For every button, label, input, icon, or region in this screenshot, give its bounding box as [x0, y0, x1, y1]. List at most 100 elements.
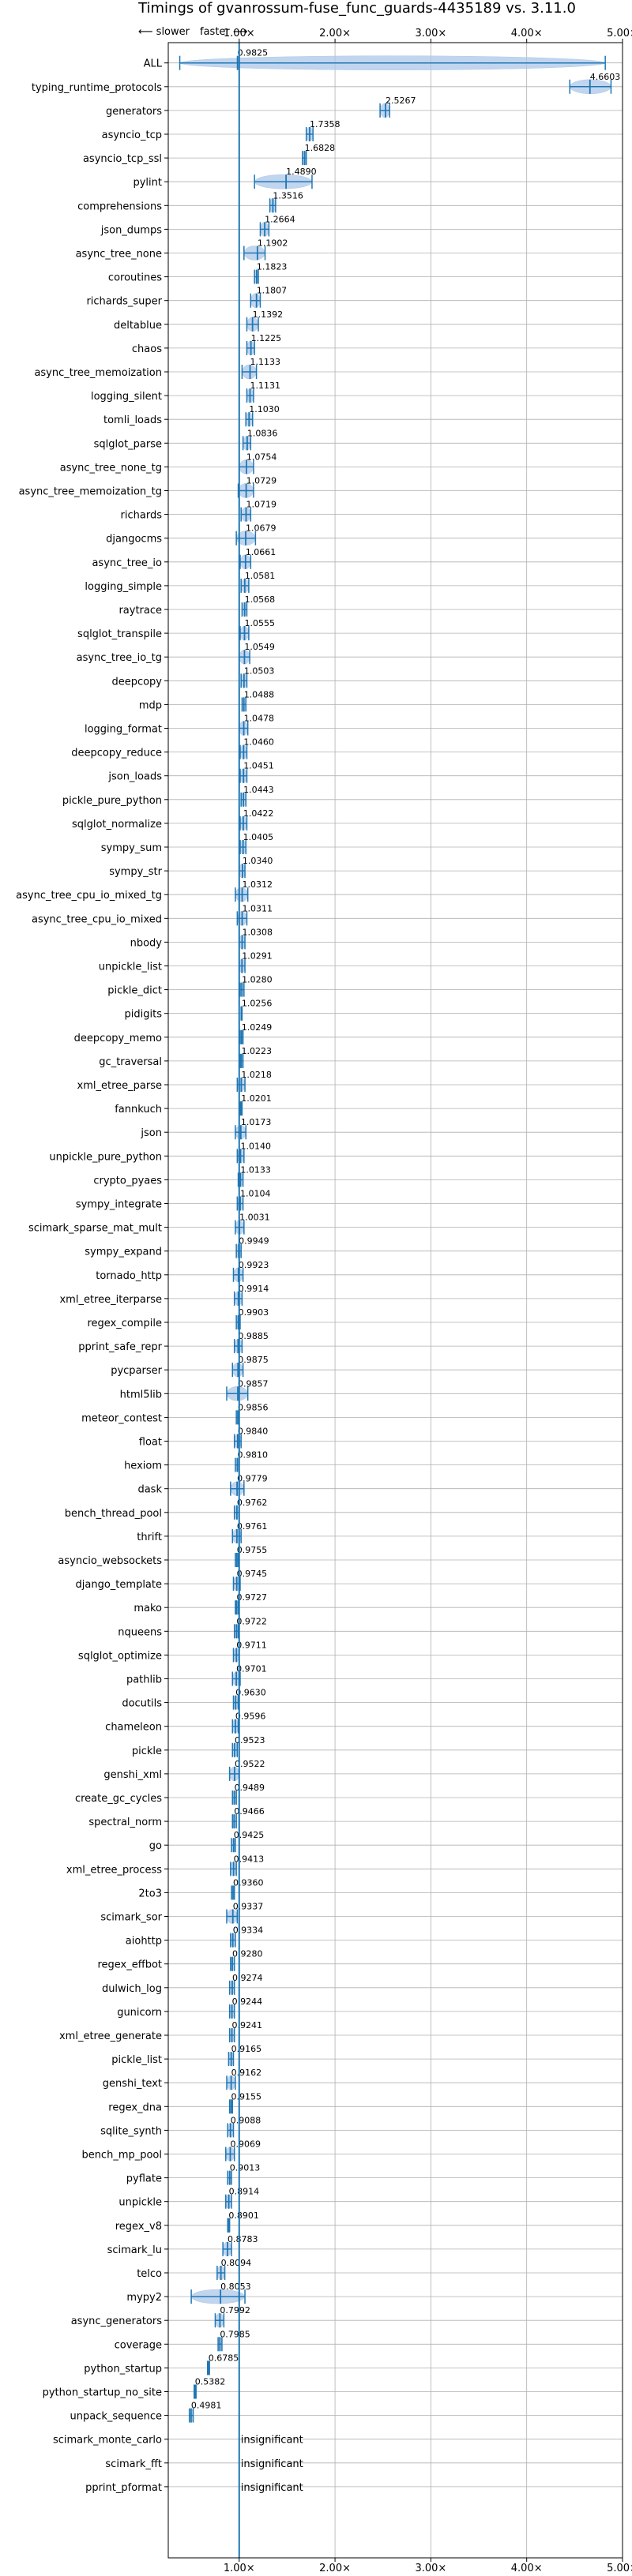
- benchmark-row-marker: 1.1392: [246, 309, 283, 332]
- benchmark-row-marker: 1.0754: [239, 452, 276, 474]
- plot-frame: [167, 42, 623, 2559]
- benchmark-name-label: comprehensions: [77, 201, 162, 212]
- value-label: 0.9810: [237, 1450, 268, 1460]
- value-label: 0.9779: [237, 1474, 268, 1484]
- benchmark-name-label: dask: [137, 1484, 162, 1496]
- benchmark-row-marker: 1.0201: [239, 1093, 272, 1116]
- value-label: 0.9280: [232, 1949, 263, 1959]
- benchmark-name-label: logging_simple: [85, 581, 162, 593]
- value-label: 1.0218: [241, 1070, 272, 1080]
- benchmark-row-marker: 1.0405: [239, 832, 273, 855]
- benchmark-row-marker: 0.8094: [216, 2258, 251, 2281]
- benchmark-name-label: coverage: [115, 2339, 162, 2351]
- benchmark-name-label: async_tree_cpu_io_mixed_tg: [16, 890, 162, 902]
- value-label: 1.7358: [310, 119, 340, 129]
- benchmark-name-label: sqlite_synth: [100, 2125, 162, 2137]
- benchmark-name-label: tomli_loads: [103, 414, 162, 426]
- benchmark-row-marker: 0.9337: [226, 1902, 263, 1924]
- value-label: 0.9155: [231, 2091, 262, 2102]
- benchmark-name-label: pickle_dict: [107, 985, 162, 997]
- value-label: 0.9069: [230, 2139, 261, 2150]
- value-label: 0.9596: [235, 1712, 266, 1722]
- value-label: 1.0729: [246, 476, 277, 486]
- benchmark-name-label: async_tree_io_tg: [77, 652, 162, 664]
- benchmark-row-marker: 1.0249: [239, 1022, 273, 1045]
- benchmark-name-label: chameleon: [105, 1722, 162, 1734]
- benchmark-row-marker: 1.1807: [250, 286, 287, 308]
- chart-title: Timings of gvanrossum-fuse_func_guards-4…: [137, 0, 576, 17]
- benchmark-row-marker: 0.9914: [233, 1284, 269, 1307]
- benchmark-name-label: generators: [106, 106, 162, 118]
- benchmark-row-marker: 0.9875: [231, 1355, 269, 1378]
- benchmark-name-label: pprint_safe_repr: [78, 1341, 162, 1353]
- faster-direction-label: faster ⟶: [200, 26, 248, 38]
- benchmark-name-label: genshi_text: [103, 2078, 162, 2090]
- value-label: 1.1807: [257, 286, 288, 296]
- x-tick-label-bottom: 4.00×: [511, 2563, 543, 2573]
- benchmark-name-label: tornado_http: [96, 1270, 162, 1282]
- benchmark-name-label: raytrace: [118, 605, 162, 617]
- benchmark-row-marker: 1.0836: [242, 428, 277, 451]
- benchmark-row-marker: 1.0488: [241, 689, 274, 712]
- value-label: 1.0460: [243, 737, 274, 748]
- benchmark-name-label: asyncio_websockets: [58, 1555, 162, 1567]
- benchmark-name-label: deltablue: [114, 320, 162, 332]
- benchmark-name-label: unpack_sequence: [70, 2411, 162, 2423]
- benchmark-row-marker: 1.1133: [241, 357, 280, 380]
- value-label: 0.9856: [238, 1402, 269, 1412]
- benchmark-row-marker: 0.9701: [231, 1664, 267, 1686]
- benchmark-row-marker: 0.7985: [217, 2329, 250, 2352]
- benchmark-name-label: unpickle_pure_python: [49, 1151, 162, 1163]
- value-label: 1.0661: [246, 547, 276, 557]
- benchmark-name-label: json_dumps: [100, 224, 162, 236]
- benchmark-name-label: spectral_norm: [88, 1817, 162, 1828]
- benchmark-row-marker: 1.4890: [254, 167, 317, 189]
- value-label: 0.9489: [235, 1783, 265, 1793]
- value-label: 0.9165: [231, 2044, 262, 2054]
- benchmark-row-marker: 1.0719: [240, 500, 276, 522]
- benchmark-name-label: async_tree_memoization: [34, 367, 162, 379]
- benchmark-name-label: create_gc_cycles: [75, 1793, 162, 1805]
- value-label: 0.5382: [195, 2377, 226, 2387]
- benchmark-row-marker: 0.9762: [233, 1498, 267, 1520]
- benchmark-name-label: django_template: [76, 1579, 162, 1591]
- benchmark-row-marker: 1.0549: [239, 642, 275, 665]
- value-label: 0.9885: [238, 1331, 269, 1341]
- benchmark-name-label: python_startup_no_site: [43, 2387, 162, 2399]
- value-label: 0.8053: [220, 2282, 251, 2292]
- benchmark-row-marker: 1.0280: [239, 975, 273, 997]
- value-label: 1.0249: [242, 1022, 273, 1033]
- value-label: 0.9722: [236, 1616, 267, 1626]
- benchmark-name-label: crypto_pyaes: [93, 1175, 162, 1187]
- benchmark-row-marker: 1.0661: [239, 547, 276, 570]
- value-label: 1.1823: [257, 262, 288, 272]
- value-label: 1.0201: [241, 1093, 272, 1104]
- value-label: 1.0256: [242, 999, 273, 1009]
- benchmark-name-label: gc_traversal: [99, 1056, 162, 1068]
- benchmark-name-label: sympy_str: [109, 866, 162, 878]
- benchmark-row-marker: 1.0223: [239, 1046, 272, 1069]
- benchmark-row-marker: 0.8914: [225, 2187, 259, 2209]
- x-tick-label-bottom: 5.00×: [607, 2563, 632, 2573]
- benchmark-row-marker: 0.7992: [214, 2305, 250, 2328]
- value-label: 1.0549: [244, 642, 275, 652]
- benchmark-row-marker: 0.9779: [230, 1474, 268, 1496]
- benchmark-name-label: sympy_expand: [85, 1247, 162, 1258]
- benchmark-name-label: sqlglot_transpile: [77, 628, 162, 640]
- benchmark-name-label: chaos: [132, 343, 162, 355]
- benchmark-row-marker: 0.9885: [233, 1331, 269, 1354]
- value-label: 0.9360: [233, 1877, 264, 1888]
- benchmark-name-label: async_tree_memoization_tg: [19, 486, 162, 498]
- benchmark-name-label: richards_super: [86, 296, 162, 308]
- benchmark-name-label: pprint_pformat: [85, 2482, 162, 2494]
- benchmark-row-marker: 1.0568: [241, 594, 275, 617]
- value-label: 0.4981: [191, 2401, 221, 2411]
- value-label: 1.1392: [253, 309, 284, 320]
- benchmark-row-marker: 0.9466: [231, 1806, 265, 1829]
- benchmark-name-label: aiohttp: [126, 1936, 162, 1948]
- benchmark-name-label: sympy_integrate: [76, 1199, 162, 1211]
- value-label: 0.9701: [236, 1664, 267, 1674]
- value-label: 1.4890: [286, 167, 317, 177]
- benchmark-row-marker: 0.6785: [206, 2353, 239, 2375]
